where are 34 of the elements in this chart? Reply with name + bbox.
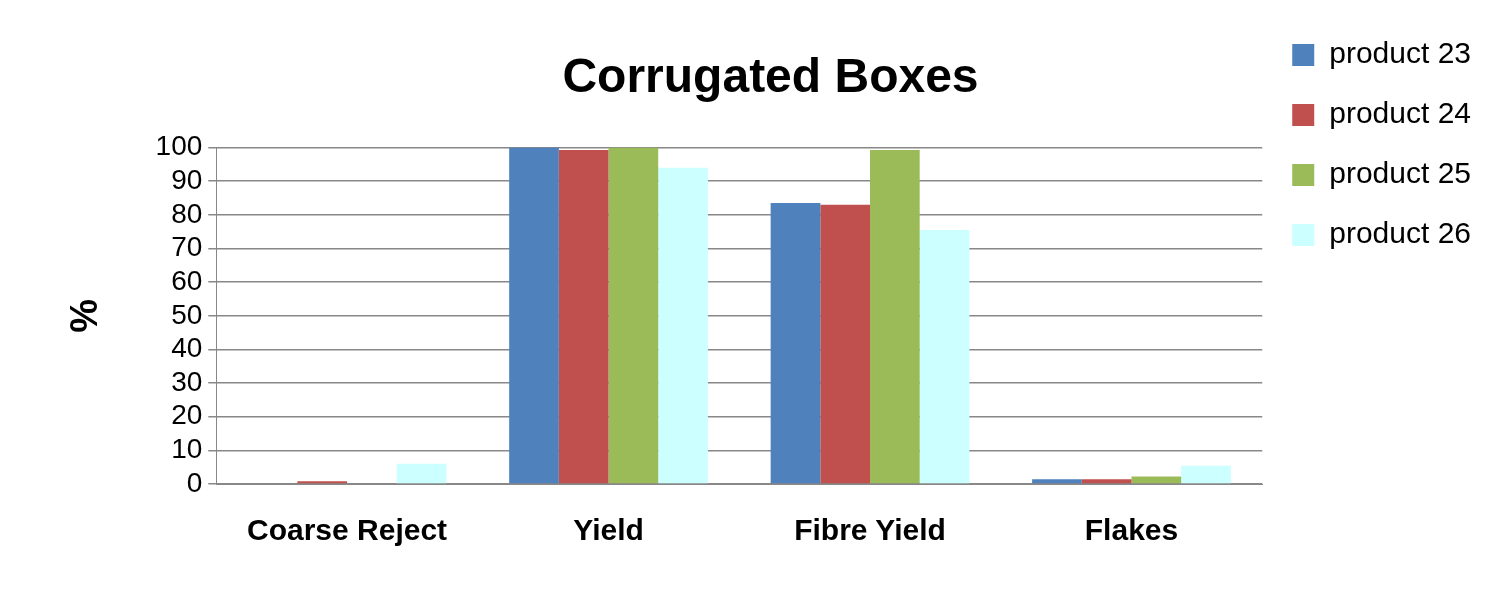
x-tick-label: Coarse Reject xyxy=(247,513,448,547)
bar xyxy=(658,167,708,484)
bar xyxy=(1181,465,1231,484)
y-tick-label: 90 xyxy=(171,163,203,195)
chart-title: Corrugated Boxes xyxy=(562,49,979,103)
y-tick-label: 20 xyxy=(171,399,203,431)
y-tick-label: 80 xyxy=(171,197,203,229)
bar xyxy=(919,230,970,484)
bar xyxy=(1032,479,1082,484)
bar xyxy=(770,203,821,484)
x-tick-label: Flakes xyxy=(1084,513,1179,547)
bar xyxy=(558,149,609,484)
y-tick-label: 50 xyxy=(171,298,203,330)
y-tick-label: 100 xyxy=(155,130,203,162)
y-axis-title: % xyxy=(63,298,106,333)
x-tick-label: Yield xyxy=(573,513,644,547)
legend-label: product 24 xyxy=(1329,96,1472,130)
y-tick-label: 70 xyxy=(171,231,203,263)
legend-label: product 26 xyxy=(1329,216,1472,250)
bar xyxy=(509,147,559,484)
y-tick-label: 30 xyxy=(171,365,203,397)
bar xyxy=(396,463,447,484)
bar xyxy=(608,147,659,484)
legend-label: product 23 xyxy=(1329,36,1472,70)
y-tick-label: 0 xyxy=(186,466,203,498)
x-tick-label: Fibre Yield xyxy=(794,513,946,547)
y-tick-label: 40 xyxy=(171,332,203,364)
bar xyxy=(1131,476,1182,484)
y-tick-label: 60 xyxy=(171,264,203,296)
legend-label: product 25 xyxy=(1329,156,1472,190)
y-tick-label: 10 xyxy=(171,433,203,465)
bar xyxy=(820,204,871,484)
bar xyxy=(870,149,920,484)
bar xyxy=(1081,479,1132,484)
